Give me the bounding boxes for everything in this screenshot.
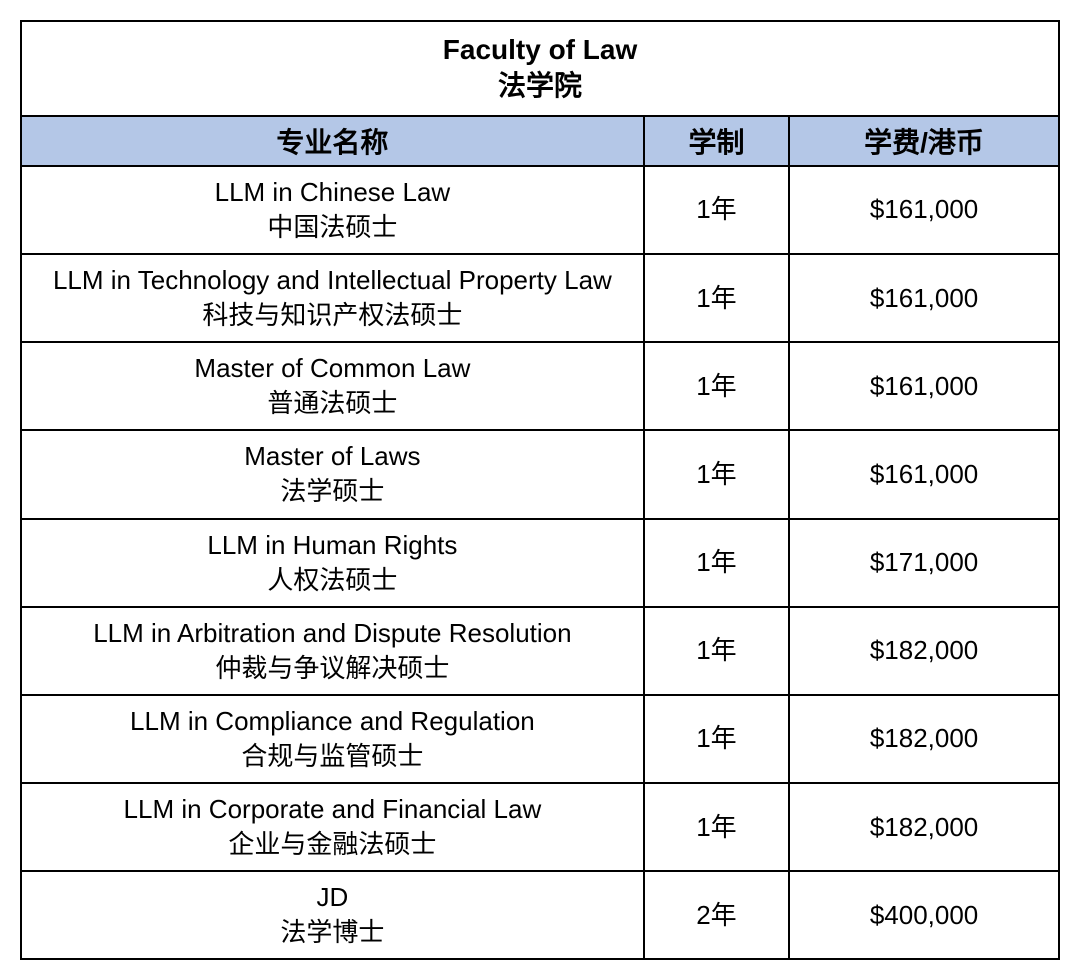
duration-cell: 1年 [644,519,789,607]
duration-cell: 1年 [644,342,789,430]
program-zh: 人权法硕士 [30,563,635,598]
program-cell: LLM in Technology and Intellectual Prope… [21,254,644,342]
header-duration: 学制 [644,116,789,166]
table-title: Faculty of Law 法学院 [21,21,1059,116]
duration-cell: 1年 [644,254,789,342]
program-zh: 普通法硕士 [30,386,635,421]
header-row: 专业名称 学制 学费/港币 [21,116,1059,166]
title-zh: 法学院 [30,68,1050,104]
program-en: LLM in Human Rights [30,528,635,563]
program-zh: 仲裁与争议解决硕士 [30,651,635,686]
program-zh: 科技与知识产权法硕士 [30,298,635,333]
duration-cell: 1年 [644,166,789,254]
tuition-cell: $182,000 [789,695,1059,783]
table-row: LLM in Technology and Intellectual Prope… [21,254,1059,342]
table-row: Master of Laws法学硕士1年$161,000 [21,430,1059,518]
duration-cell: 2年 [644,871,789,959]
program-cell: LLM in Corporate and Financial Law企业与金融法… [21,783,644,871]
program-cell: Master of Common Law普通法硕士 [21,342,644,430]
duration-cell: 1年 [644,430,789,518]
tuition-cell: $182,000 [789,607,1059,695]
duration-cell: 1年 [644,695,789,783]
tuition-cell: $161,000 [789,342,1059,430]
program-en: LLM in Corporate and Financial Law [30,792,635,827]
header-tuition: 学费/港币 [789,116,1059,166]
header-program: 专业名称 [21,116,644,166]
tuition-cell: $182,000 [789,783,1059,871]
table-row: LLM in Chinese Law中国法硕士1年$161,000 [21,166,1059,254]
tuition-cell: $161,000 [789,430,1059,518]
tuition-cell: $161,000 [789,166,1059,254]
program-cell: LLM in Human Rights人权法硕士 [21,519,644,607]
program-en: Master of Common Law [30,351,635,386]
title-row: Faculty of Law 法学院 [21,21,1059,116]
table-row: Master of Common Law普通法硕士1年$161,000 [21,342,1059,430]
program-en: LLM in Arbitration and Dispute Resolutio… [30,616,635,651]
table-row: LLM in Human Rights人权法硕士1年$171,000 [21,519,1059,607]
program-en: LLM in Compliance and Regulation [30,704,635,739]
table-row: LLM in Corporate and Financial Law企业与金融法… [21,783,1059,871]
table-body: LLM in Chinese Law中国法硕士1年$161,000LLM in … [21,166,1059,960]
program-en: JD [30,880,635,915]
program-zh: 法学硕士 [30,474,635,509]
table-row: LLM in Arbitration and Dispute Resolutio… [21,607,1059,695]
table-row: JD法学博士2年$400,000 [21,871,1059,959]
program-cell: LLM in Arbitration and Dispute Resolutio… [21,607,644,695]
tuition-cell: $161,000 [789,254,1059,342]
duration-cell: 1年 [644,783,789,871]
faculty-table-container: Faculty of Law 法学院 专业名称 学制 学费/港币 LLM in … [20,20,1060,960]
program-zh: 法学博士 [30,915,635,950]
program-cell: JD法学博士 [21,871,644,959]
tuition-cell: $400,000 [789,871,1059,959]
program-cell: Master of Laws法学硕士 [21,430,644,518]
program-en: LLM in Technology and Intellectual Prope… [30,263,635,298]
title-en: Faculty of Law [30,32,1050,68]
tuition-cell: $171,000 [789,519,1059,607]
program-zh: 企业与金融法硕士 [30,827,635,862]
program-zh: 合规与监管硕士 [30,739,635,774]
program-zh: 中国法硕士 [30,210,635,245]
program-cell: LLM in Compliance and Regulation合规与监管硕士 [21,695,644,783]
duration-cell: 1年 [644,607,789,695]
program-en: LLM in Chinese Law [30,175,635,210]
faculty-table: Faculty of Law 法学院 专业名称 学制 学费/港币 LLM in … [20,20,1060,960]
table-row: LLM in Compliance and Regulation合规与监管硕士1… [21,695,1059,783]
program-en: Master of Laws [30,439,635,474]
program-cell: LLM in Chinese Law中国法硕士 [21,166,644,254]
